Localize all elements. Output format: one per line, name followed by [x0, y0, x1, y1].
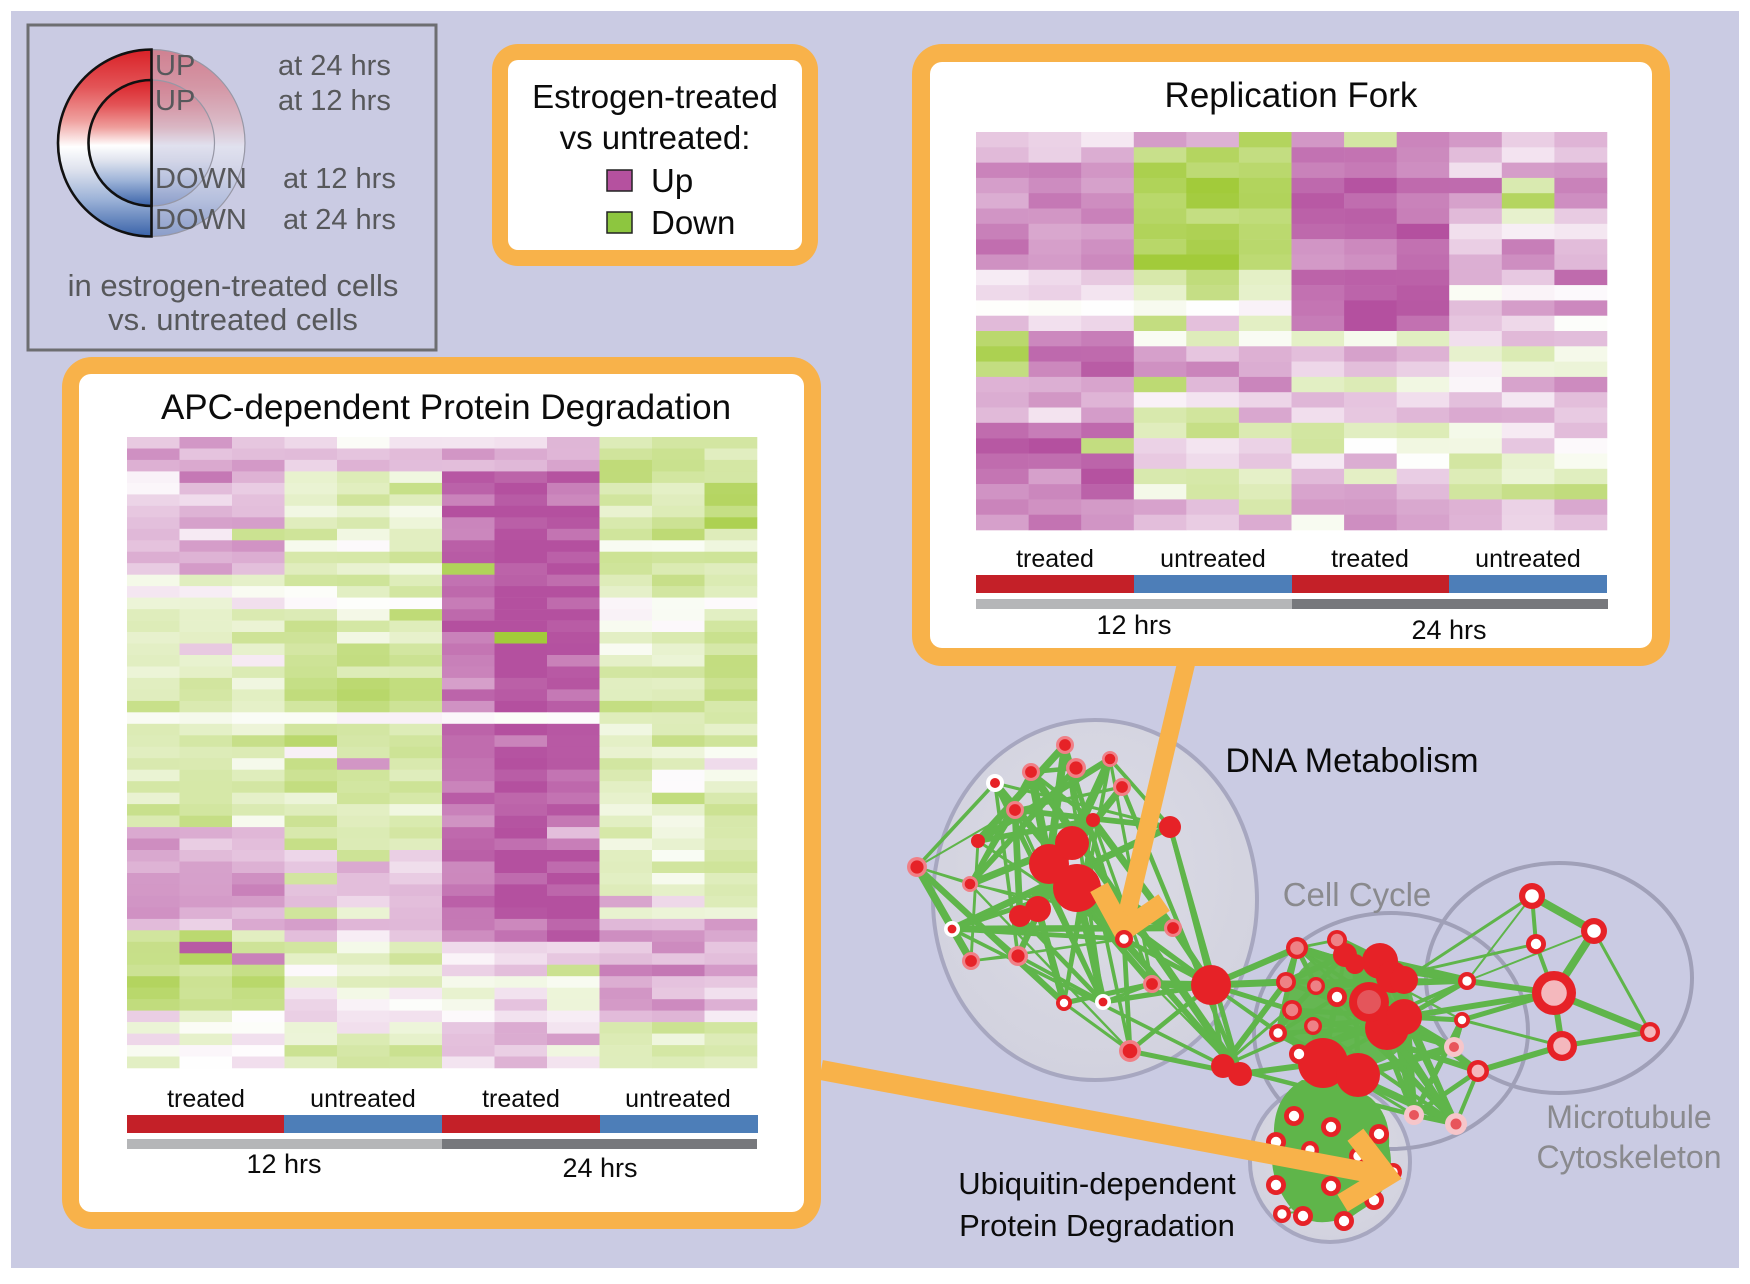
svg-text:UP: UP	[155, 50, 195, 82]
svg-text:at 12 hrs: at 12 hrs	[278, 85, 391, 117]
svg-text:Microtubule: Microtubule	[1546, 1099, 1711, 1135]
svg-text:at 24 hrs: at 24 hrs	[283, 204, 396, 236]
svg-text:at 24 hrs: at 24 hrs	[278, 50, 391, 82]
svg-text:untreated: untreated	[1475, 545, 1581, 573]
svg-text:12 hrs: 12 hrs	[246, 1149, 321, 1179]
svg-text:vs. untreated cells: vs. untreated cells	[108, 302, 358, 337]
svg-text:untreated: untreated	[1160, 545, 1266, 573]
svg-text:Protein Degradation: Protein Degradation	[959, 1208, 1235, 1243]
svg-text:UP: UP	[155, 85, 195, 117]
svg-text:24 hrs: 24 hrs	[562, 1153, 637, 1183]
svg-text:24 hrs: 24 hrs	[1411, 615, 1486, 645]
svg-text:Up: Up	[651, 162, 693, 199]
svg-text:DNA Metabolism: DNA Metabolism	[1225, 742, 1478, 780]
svg-text:DOWN: DOWN	[155, 204, 247, 236]
svg-text:Cytoskeleton: Cytoskeleton	[1537, 1139, 1722, 1175]
svg-text:at 12 hrs: at 12 hrs	[283, 163, 396, 195]
svg-text:vs untreated:: vs untreated:	[560, 119, 751, 156]
svg-text:Down: Down	[651, 204, 735, 241]
svg-text:treated: treated	[482, 1085, 560, 1113]
svg-text:Replication Fork: Replication Fork	[1165, 76, 1418, 115]
svg-text:treated: treated	[1016, 545, 1094, 573]
svg-text:Ubiquitin-dependent: Ubiquitin-dependent	[958, 1166, 1236, 1201]
svg-text:DOWN: DOWN	[155, 163, 247, 195]
svg-text:Cell Cycle: Cell Cycle	[1283, 876, 1432, 913]
svg-text:untreated: untreated	[310, 1085, 416, 1113]
svg-text:treated: treated	[1331, 545, 1409, 573]
svg-text:untreated: untreated	[625, 1085, 731, 1113]
svg-text:12 hrs: 12 hrs	[1096, 610, 1171, 640]
svg-text:Estrogen-treated: Estrogen-treated	[532, 78, 778, 115]
svg-text:treated: treated	[167, 1085, 245, 1113]
svg-text:APC-dependent Protein Degradat: APC-dependent Protein Degradation	[161, 388, 731, 427]
svg-text:in estrogen-treated cells: in estrogen-treated cells	[68, 268, 399, 303]
